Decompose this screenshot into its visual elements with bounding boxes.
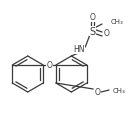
Text: S: S (89, 27, 95, 37)
Text: O: O (94, 88, 100, 97)
Text: O: O (47, 61, 53, 70)
Text: CH₃: CH₃ (113, 87, 126, 93)
Text: CH₃: CH₃ (111, 19, 124, 25)
Text: O: O (103, 29, 109, 38)
Text: HN: HN (74, 45, 85, 54)
Text: O: O (89, 13, 95, 22)
